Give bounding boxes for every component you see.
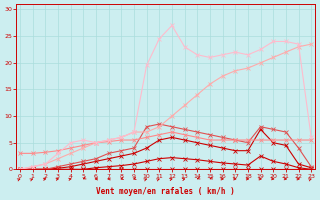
X-axis label: Vent moyen/en rafales ( km/h ): Vent moyen/en rafales ( km/h ) bbox=[96, 187, 235, 196]
